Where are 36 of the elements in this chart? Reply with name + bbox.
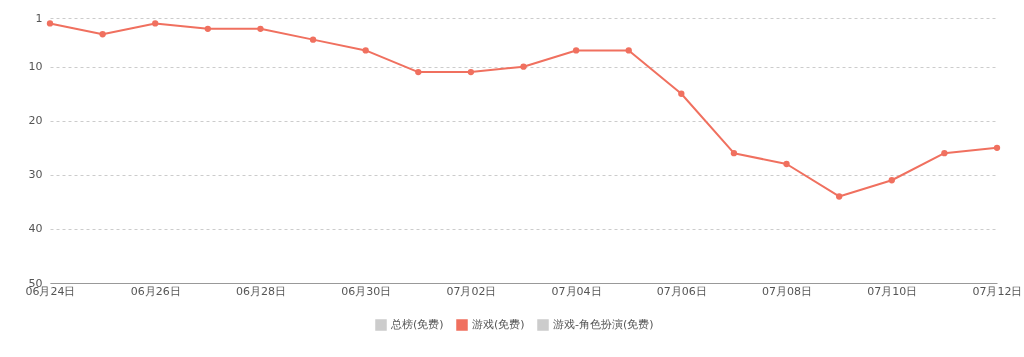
legend-label: 游戏(免费) [472, 318, 525, 331]
point [625, 47, 632, 54]
point [467, 68, 475, 76]
x-tick-label: 07月08日 [762, 284, 813, 298]
point [678, 90, 685, 97]
point [888, 177, 895, 184]
y-tick-label: 20 [28, 114, 43, 128]
x-tick-label: 06月30日 [341, 284, 392, 298]
y-tick-label: 1 [35, 11, 43, 25]
point [257, 25, 264, 32]
point [993, 144, 1001, 151]
legend-label: 游戏-角色扮演(免费) [553, 318, 654, 331]
y-tick-label: 40 [28, 222, 43, 236]
y-tick-label: 10 [28, 60, 43, 74]
x-tick-label: 07月02日 [446, 284, 497, 298]
point [520, 63, 527, 70]
point [362, 47, 369, 54]
point [204, 25, 211, 32]
point [783, 160, 790, 168]
x-tick-label: 07月10日 [867, 284, 918, 298]
point [46, 20, 54, 27]
point [152, 20, 159, 27]
point [572, 47, 580, 54]
x-tick-label: 07月04日 [551, 284, 602, 298]
point [730, 150, 738, 157]
point [99, 31, 106, 38]
point [836, 193, 843, 200]
point [309, 36, 317, 43]
x-tick-label: 06月28日 [235, 284, 286, 298]
point [941, 150, 948, 157]
x-tick-label: 07月06日 [656, 284, 707, 298]
point [415, 68, 422, 76]
x-tick-label: 07月12日 [972, 284, 1023, 298]
x-tick-label: 06月26日 [130, 284, 181, 298]
legend-label: 总榜(免费) [390, 318, 444, 331]
y-tick-label: 30 [28, 168, 43, 182]
